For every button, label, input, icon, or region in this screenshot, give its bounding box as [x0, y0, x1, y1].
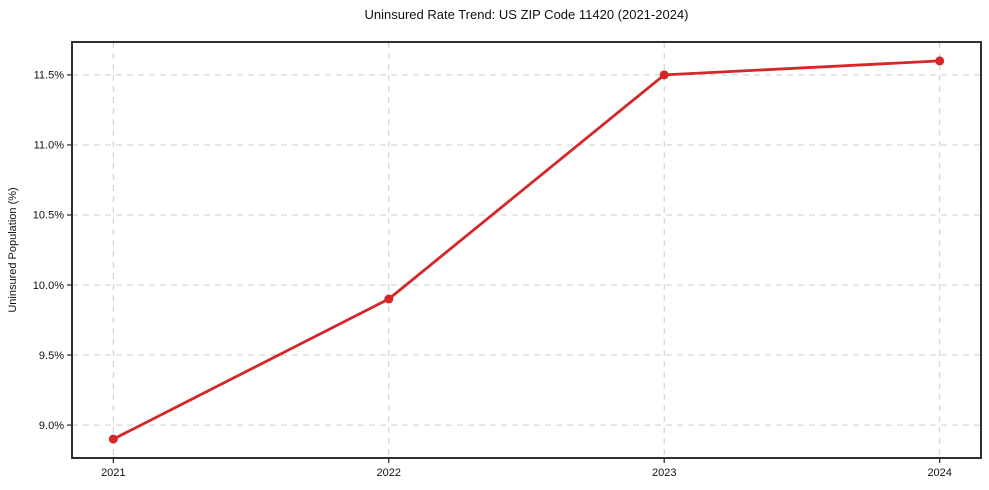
plot-spine-box [71, 41, 982, 459]
plot-area: 9.0% 9.5% 10.0% 10.5% 11.0% 11.5% 2021 2022 2023… [33, 41, 982, 479]
y-tick-label: 11.5% [34, 70, 65, 82]
y-tick-label: 11.0% [34, 140, 65, 152]
data-point [384, 294, 394, 304]
x-tick-label: 2024 [927, 467, 951, 479]
y-axis-label: Uninsured Population (%) [7, 187, 19, 312]
x-tick-label: 2021 [101, 467, 125, 479]
data-point [659, 70, 669, 80]
trend-line [111, 59, 942, 441]
y-tick-label: 9.5% [39, 350, 64, 362]
y-tick-label: 10.5% [33, 210, 64, 222]
y-tick-label: 9.0% [39, 420, 64, 432]
x-tick-label: 2023 [652, 467, 676, 479]
x-tick-label: 2022 [377, 467, 401, 479]
data-point [935, 56, 945, 66]
data-point [108, 434, 118, 444]
chart-title: Uninsured Rate Trend: US ZIP Code 11420 … [364, 7, 689, 22]
y-tick-label: 10.0% [33, 280, 64, 292]
